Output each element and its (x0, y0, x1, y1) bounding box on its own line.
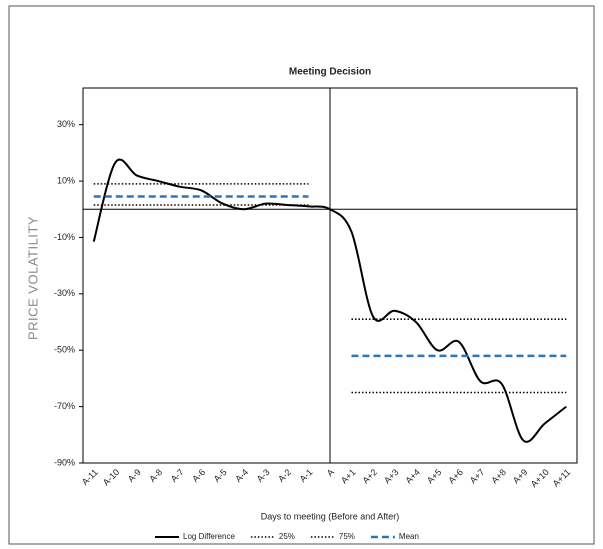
y-tick-label: 10% (57, 175, 75, 185)
frame (8, 5, 595, 545)
legend-label: Log Difference (183, 532, 235, 541)
x-tick-label: A-9 (126, 467, 143, 484)
x-axis-label: Days to meeting (Before and After) (261, 511, 400, 521)
x-tick-label: A+2 (360, 467, 379, 486)
x-tick-label: A+4 (403, 467, 422, 486)
legend-label: 75% (339, 532, 355, 541)
y-tick-label: -10% (54, 232, 75, 242)
x-tick-label: A-5 (212, 467, 229, 484)
x-tick-label: A+1 (339, 467, 358, 486)
y-tick-label: -90% (54, 457, 75, 467)
x-tick-label: A-7 (169, 467, 186, 484)
series-line (93, 204, 567, 394)
y-tick-label: -50% (54, 345, 75, 355)
y-tick-label: -70% (54, 401, 75, 411)
series-line (92, 158, 567, 443)
x-tick-label: A-8 (147, 467, 164, 484)
series-line (93, 183, 567, 321)
x-tick-label: A-10 (101, 467, 122, 488)
x-tick-label: A+5 (425, 467, 444, 486)
x-tick-label: A-3 (255, 467, 272, 484)
legend-label: 25% (279, 532, 295, 541)
x-tick-label: A+11 (551, 467, 573, 489)
series-line (93, 195, 567, 358)
x-tick-label: A+3 (382, 467, 401, 486)
x-tick-label: A (325, 467, 336, 478)
y-tick-label: -30% (54, 288, 75, 298)
x-tick-label: A+8 (489, 467, 508, 486)
x-tick-label: A+6 (446, 467, 465, 486)
x-tick-label: A-1 (298, 467, 315, 484)
x-tick-label: A-11 (80, 467, 100, 487)
y-tick-label: 30% (57, 119, 75, 129)
x-tick-label: A+7 (468, 467, 487, 486)
x-tick-label: A-6 (190, 467, 207, 484)
x-tick-label: A-4 (233, 467, 250, 484)
x-tick-label: A-2 (276, 467, 293, 484)
legend-label: Mean (399, 532, 419, 541)
y-axis-label: PRICE VOLATILITY (25, 216, 40, 340)
x-tick-label: A+9 (511, 467, 530, 486)
chart-title: Meeting Decision (289, 67, 371, 78)
x-tick-label: A+10 (529, 467, 551, 489)
